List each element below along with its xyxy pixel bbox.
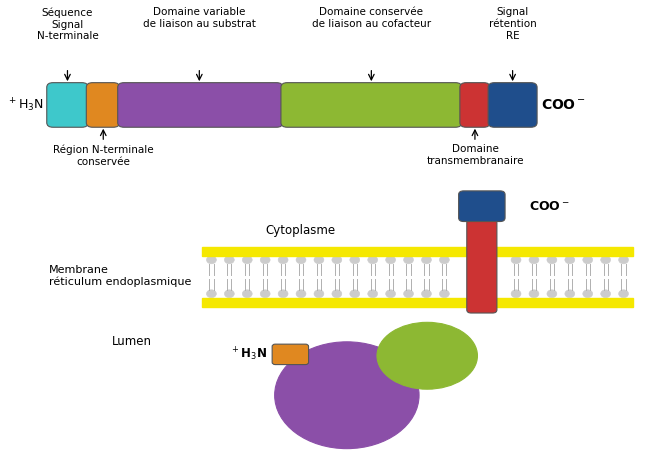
Ellipse shape — [242, 290, 252, 298]
Ellipse shape — [385, 290, 396, 298]
Ellipse shape — [439, 290, 449, 298]
Text: Signal
rétention
RE: Signal rétention RE — [489, 8, 536, 40]
Bar — [202, 247, 633, 256]
Text: $^+$H$_3$N: $^+$H$_3$N — [7, 96, 44, 114]
Ellipse shape — [225, 256, 234, 264]
Ellipse shape — [565, 256, 575, 264]
Text: Domaine variable
de liaison au substrat: Domaine variable de liaison au substrat — [143, 8, 256, 29]
Ellipse shape — [529, 290, 539, 298]
Ellipse shape — [260, 256, 270, 264]
Ellipse shape — [206, 256, 216, 264]
Ellipse shape — [206, 290, 216, 298]
FancyBboxPatch shape — [467, 219, 497, 313]
Ellipse shape — [296, 290, 306, 298]
FancyBboxPatch shape — [272, 344, 309, 365]
Text: Séquence
Signal
N-terminale: Séquence Signal N-terminale — [36, 8, 98, 41]
Ellipse shape — [547, 290, 557, 298]
Ellipse shape — [583, 290, 592, 298]
Ellipse shape — [296, 256, 306, 264]
Ellipse shape — [547, 256, 557, 264]
Ellipse shape — [225, 290, 234, 298]
Ellipse shape — [618, 290, 628, 298]
FancyBboxPatch shape — [281, 83, 462, 127]
Ellipse shape — [278, 290, 288, 298]
Text: Domaine conservée
de liaison au cofacteur: Domaine conservée de liaison au cofacteu… — [312, 8, 431, 29]
Ellipse shape — [350, 290, 360, 298]
Ellipse shape — [404, 256, 413, 264]
Ellipse shape — [314, 256, 324, 264]
Ellipse shape — [439, 256, 449, 264]
Text: Lumen: Lumen — [111, 335, 152, 348]
Ellipse shape — [385, 256, 396, 264]
FancyBboxPatch shape — [118, 83, 283, 127]
Ellipse shape — [421, 256, 432, 264]
Text: Région N-terminale
conservée: Région N-terminale conservée — [53, 144, 154, 166]
Ellipse shape — [404, 290, 413, 298]
Text: COO$^-$: COO$^-$ — [541, 98, 586, 112]
FancyBboxPatch shape — [460, 83, 490, 127]
Ellipse shape — [368, 256, 378, 264]
Ellipse shape — [368, 290, 378, 298]
Text: Domaine
transmembranaire: Domaine transmembranaire — [426, 144, 523, 166]
Ellipse shape — [618, 256, 628, 264]
Ellipse shape — [511, 290, 521, 298]
Text: $^+$H$_3$N: $^+$H$_3$N — [230, 345, 267, 363]
Text: Membrane
réticulum endoplasmique: Membrane réticulum endoplasmique — [49, 265, 191, 287]
Ellipse shape — [511, 256, 521, 264]
Ellipse shape — [332, 290, 342, 298]
Ellipse shape — [421, 290, 432, 298]
Ellipse shape — [350, 256, 360, 264]
Ellipse shape — [601, 256, 611, 264]
FancyBboxPatch shape — [488, 83, 537, 127]
Ellipse shape — [278, 256, 288, 264]
Ellipse shape — [260, 290, 270, 298]
Ellipse shape — [583, 256, 592, 264]
Ellipse shape — [332, 256, 342, 264]
FancyBboxPatch shape — [47, 83, 88, 127]
Ellipse shape — [242, 256, 252, 264]
Ellipse shape — [377, 322, 477, 389]
FancyBboxPatch shape — [87, 83, 120, 127]
Ellipse shape — [529, 256, 539, 264]
Bar — [202, 298, 633, 307]
Ellipse shape — [275, 342, 419, 449]
Text: COO$^-$: COO$^-$ — [529, 200, 570, 213]
Ellipse shape — [601, 290, 611, 298]
Text: Cytoplasme: Cytoplasme — [265, 224, 335, 237]
FancyBboxPatch shape — [458, 191, 505, 221]
Ellipse shape — [565, 290, 575, 298]
Ellipse shape — [314, 290, 324, 298]
